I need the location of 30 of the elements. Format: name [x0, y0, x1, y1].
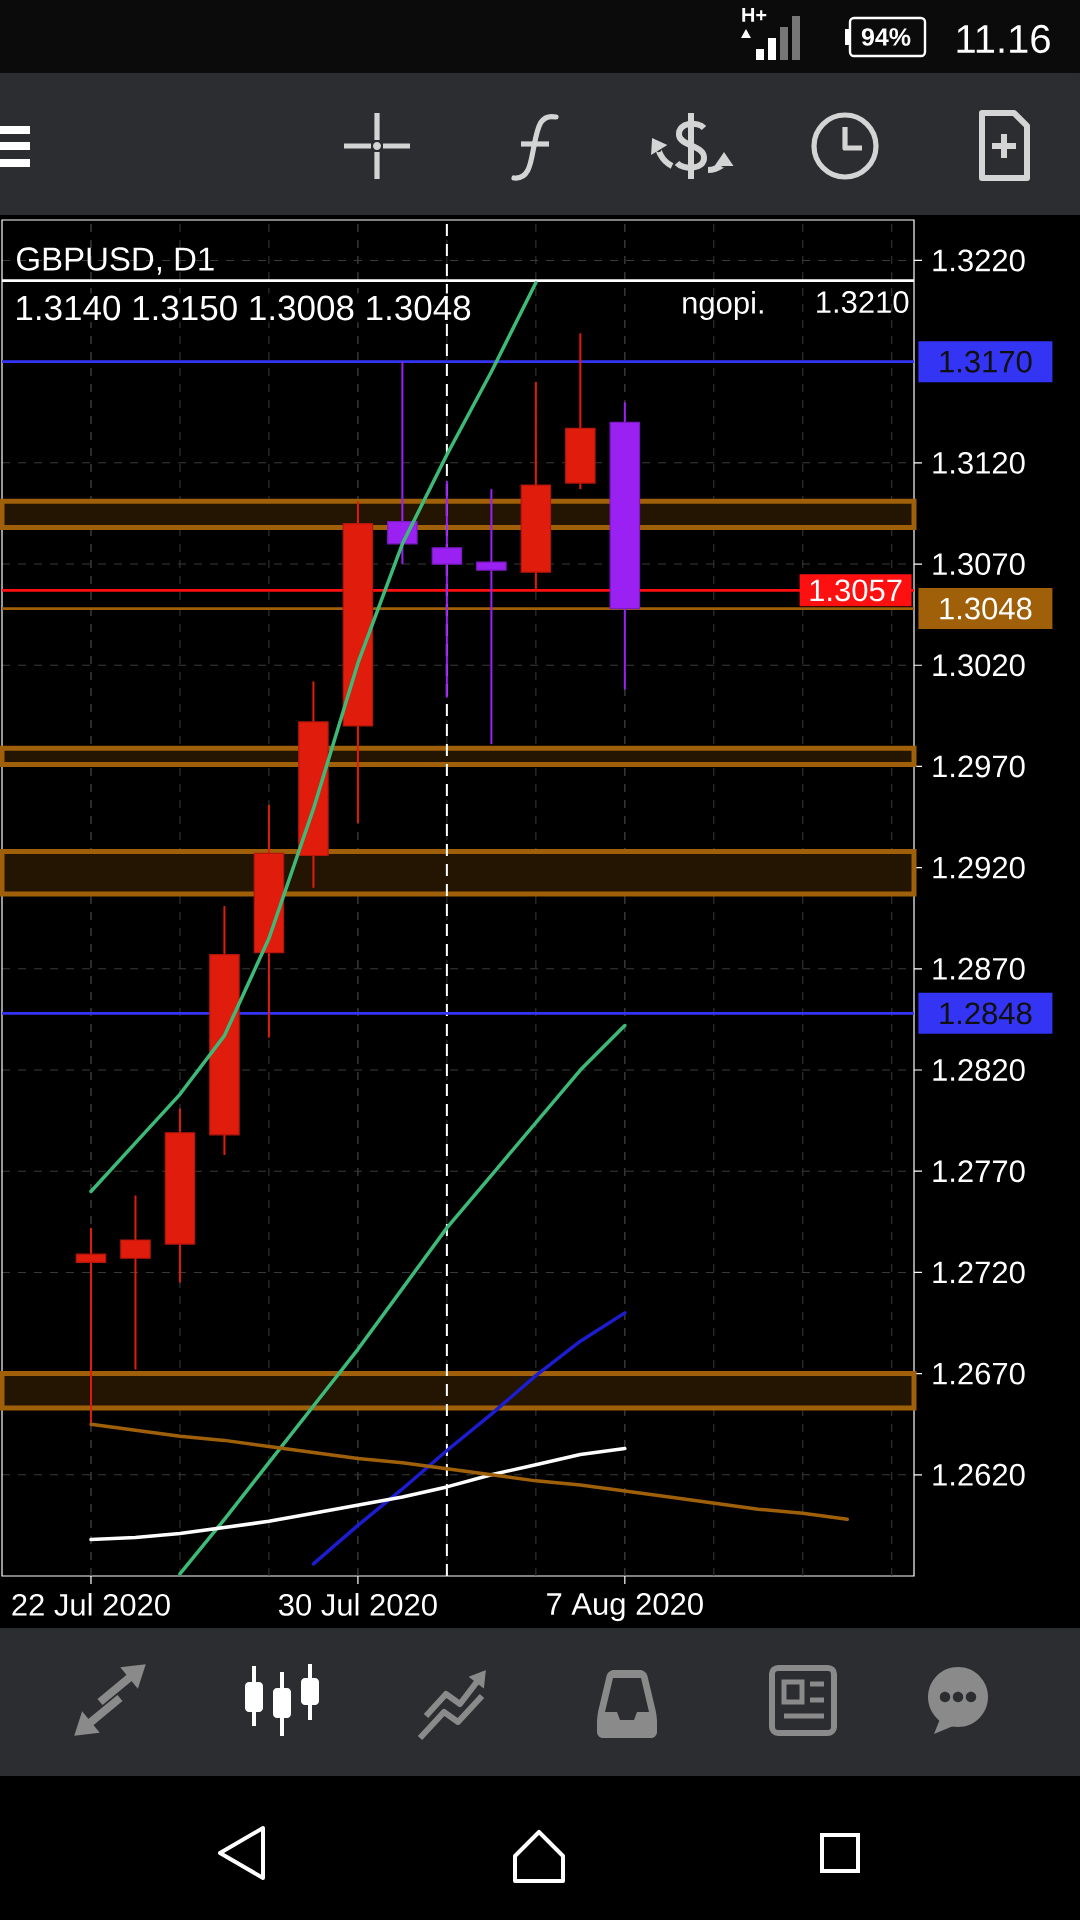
ref-line-label: ngopi. [683, 291, 763, 320]
text: 1.3140 1.3150 1.3008 1.3048 [17, 295, 471, 321]
annotation: 1.3210 [817, 291, 909, 314]
ref-line-label: 1.2848 [940, 1002, 1032, 1025]
y-tick-label: 1.2970 [933, 755, 1025, 778]
y-tick-label: 1.2770 [933, 1160, 1025, 1183]
text: 94% [861, 28, 911, 46]
y-tick-label: 1.3120 [933, 451, 1025, 474]
y-tick-label: 1.2820 [933, 1059, 1025, 1082]
y-tick-label: 1.3070 [933, 553, 1025, 576]
candlestick [120, 1194, 151, 1371]
y-tick-label: 1.2670 [933, 1362, 1025, 1385]
y-tick-label: 1.2720 [933, 1261, 1025, 1284]
y-tick-label: 1.2920 [933, 856, 1025, 879]
ref-line-label: 1.3170 [940, 350, 1032, 373]
ref-line-label: 1.3048 [940, 597, 1032, 620]
ref-line-label: 1.3057 [810, 579, 902, 602]
y-tick-label: 1.3020 [933, 654, 1025, 677]
line-series [311, 1311, 627, 1566]
text: H+ [742, 8, 767, 22]
x-tick-label: 30 Jul 2020 [278, 1593, 437, 1616]
candlestick [476, 488, 507, 746]
text: 11.16 [957, 24, 1050, 54]
x-tick-label: 7 Aug 2020 [547, 1593, 703, 1622]
y-tick-label: 1.3220 [933, 249, 1025, 272]
y-tick-label: 1.2620 [933, 1463, 1025, 1486]
y-tick-label: 1.2870 [933, 957, 1025, 980]
x-tick-label: 22 Jul 2020 [12, 1593, 170, 1616]
text: GBPUSD, D1 [17, 247, 214, 275]
candlestick [431, 480, 463, 699]
